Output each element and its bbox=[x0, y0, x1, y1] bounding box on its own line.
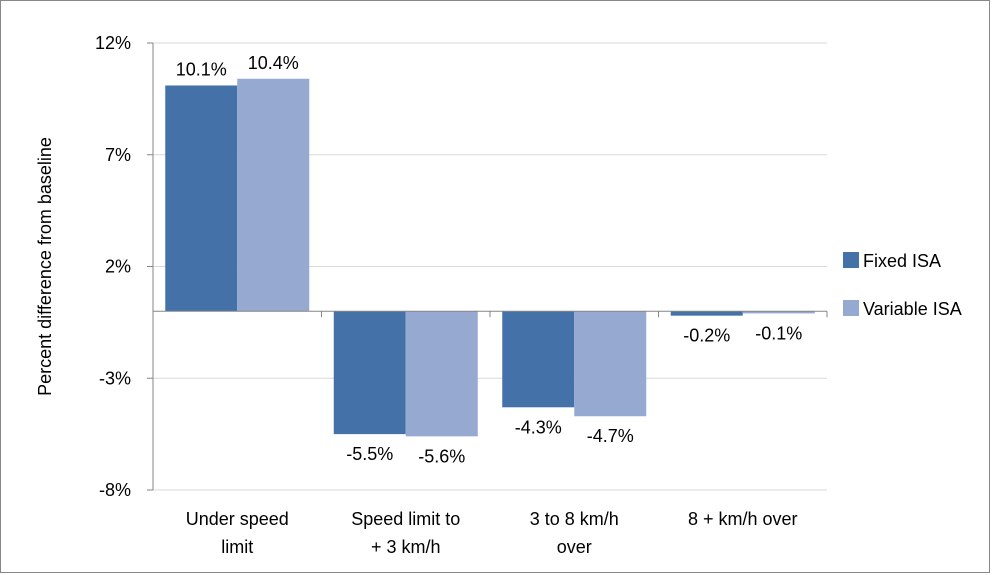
data-label: -4.3% bbox=[515, 417, 562, 437]
data-label: 10.4% bbox=[248, 53, 299, 73]
y-tick-label: -8% bbox=[99, 480, 131, 500]
bar-variable-isa bbox=[574, 311, 647, 417]
x-category-label: Under speed bbox=[186, 509, 289, 529]
x-category-label: over bbox=[557, 537, 592, 557]
y-tick-label: 7% bbox=[105, 145, 131, 165]
bar-variable-isa bbox=[405, 311, 478, 437]
data-label: -0.1% bbox=[755, 323, 802, 343]
legend-label: Fixed ISA bbox=[863, 251, 941, 271]
bar-fixed-isa bbox=[165, 85, 238, 312]
bar-variable-isa bbox=[237, 78, 310, 312]
data-label: -5.6% bbox=[418, 446, 465, 466]
bar-fixed-isa bbox=[333, 311, 406, 435]
legend-label: Variable ISA bbox=[863, 299, 962, 319]
data-label: 10.1% bbox=[176, 59, 227, 79]
data-label: -0.2% bbox=[683, 326, 730, 346]
bar-fixed-isa bbox=[502, 311, 575, 408]
legend-swatch bbox=[843, 300, 859, 316]
x-category-label: 3 to 8 km/h bbox=[530, 509, 619, 529]
y-tick-label: 2% bbox=[105, 257, 131, 277]
x-category-label: limit bbox=[221, 537, 253, 557]
bar-fixed-isa bbox=[670, 311, 743, 316]
data-label: -5.5% bbox=[346, 444, 393, 464]
x-category-label: 8 + km/h over bbox=[688, 509, 798, 529]
bar-variable-isa bbox=[742, 311, 815, 314]
legend-swatch bbox=[843, 252, 859, 268]
y-axis-title: Percent difference from baseline bbox=[35, 137, 55, 396]
y-tick-label: 12% bbox=[95, 33, 131, 53]
y-tick-label: -3% bbox=[99, 368, 131, 388]
x-category-label: Speed limit to bbox=[351, 509, 460, 529]
x-category-label: + 3 km/h bbox=[371, 537, 441, 557]
data-label: -4.7% bbox=[587, 426, 634, 446]
